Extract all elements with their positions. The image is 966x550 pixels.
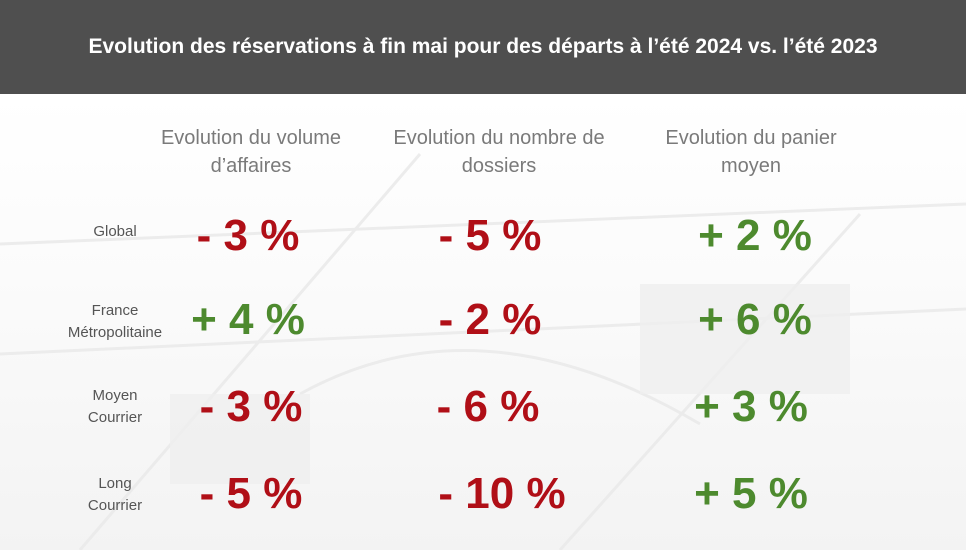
column-header-panier: Evolution du panier moyen — [621, 124, 881, 180]
row-label-line: Courrier — [87, 409, 143, 426]
column-header-line: Evolution du nombre de — [393, 127, 605, 149]
value-long-dossiers: - 10 % — [438, 469, 566, 518]
column-header-line: d’affaires — [210, 155, 292, 177]
row-label-global: Global — [40, 221, 190, 243]
row-label-line: Long — [98, 475, 132, 492]
row-label-france-metropolitaine: France Métropolitaine — [40, 300, 190, 344]
column-header-line: dossiers — [461, 155, 537, 177]
row-label-line: Métropolitaine — [67, 324, 163, 341]
value-france-panier: + 6 % — [698, 295, 812, 344]
column-header-dossiers: Evolution du nombre de dossiers — [369, 124, 629, 180]
value-long-volume: - 5 % — [199, 469, 303, 518]
value-long-panier: + 5 % — [694, 469, 808, 518]
value-global-volume: - 3 % — [196, 211, 300, 260]
value-moyen-panier: + 3 % — [694, 382, 808, 431]
column-header-volume: Evolution du volume d’affaires — [121, 124, 381, 180]
column-header-line: Evolution du panier — [665, 127, 837, 149]
value-moyen-dossiers: - 6 % — [436, 382, 540, 431]
value-moyen-volume: - 3 % — [199, 382, 303, 431]
row-label-long-courrier: Long Courrier — [40, 473, 190, 517]
row-label-line: Global — [93, 223, 137, 240]
faded-background-graphic — [0, 153, 966, 550]
row-label-line: Courrier — [87, 497, 143, 514]
column-header-line: moyen — [720, 155, 782, 177]
row-label-moyen-courrier: Moyen Courrier — [40, 385, 190, 429]
value-global-dossiers: - 5 % — [438, 211, 542, 260]
row-label-line: France — [91, 302, 139, 319]
value-global-panier: + 2 % — [698, 211, 812, 260]
column-header-line: Evolution du volume — [160, 127, 342, 149]
value-france-volume: + 4 % — [191, 295, 305, 344]
slide-title: Evolution des réservations à fin mai pou… — [88, 35, 878, 58]
slide-header: Evolution des réservations à fin mai pou… — [0, 0, 966, 94]
row-label-line: Moyen — [92, 387, 138, 404]
value-france-dossiers: - 2 % — [438, 295, 542, 344]
